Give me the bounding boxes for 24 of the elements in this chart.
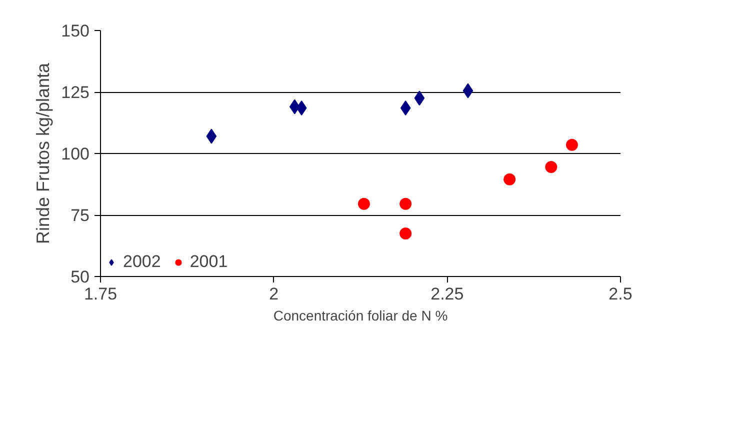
- x-tick-label: 2.25: [430, 284, 464, 304]
- x-tick-label: 2.5: [608, 284, 632, 304]
- y-tick-label: 125: [61, 83, 90, 102]
- y-tick-label: 150: [61, 22, 90, 40]
- point: [400, 100, 411, 116]
- point: [545, 161, 558, 174]
- x-axis-title: Concentración foliar de N %: [273, 308, 448, 324]
- point: [462, 83, 474, 98]
- legend-label: 2002: [123, 252, 161, 272]
- legend-label: 2001: [190, 252, 228, 272]
- y-tick-label: 75: [70, 206, 90, 225]
- point: [414, 90, 425, 106]
- point: [504, 173, 516, 186]
- y-axis-title: Rinde Frutos kg/planta: [33, 62, 54, 244]
- point: [566, 138, 578, 151]
- y-tick-label: 50: [70, 268, 90, 286]
- x-tick-label: 2: [269, 284, 279, 304]
- point: [206, 128, 217, 144]
- point: [400, 227, 412, 240]
- y-tick-label: 100: [61, 144, 90, 164]
- x-tick-label: 1.75: [84, 284, 118, 304]
- point: [296, 100, 307, 116]
- point: [358, 198, 370, 210]
- point: [400, 198, 412, 210]
